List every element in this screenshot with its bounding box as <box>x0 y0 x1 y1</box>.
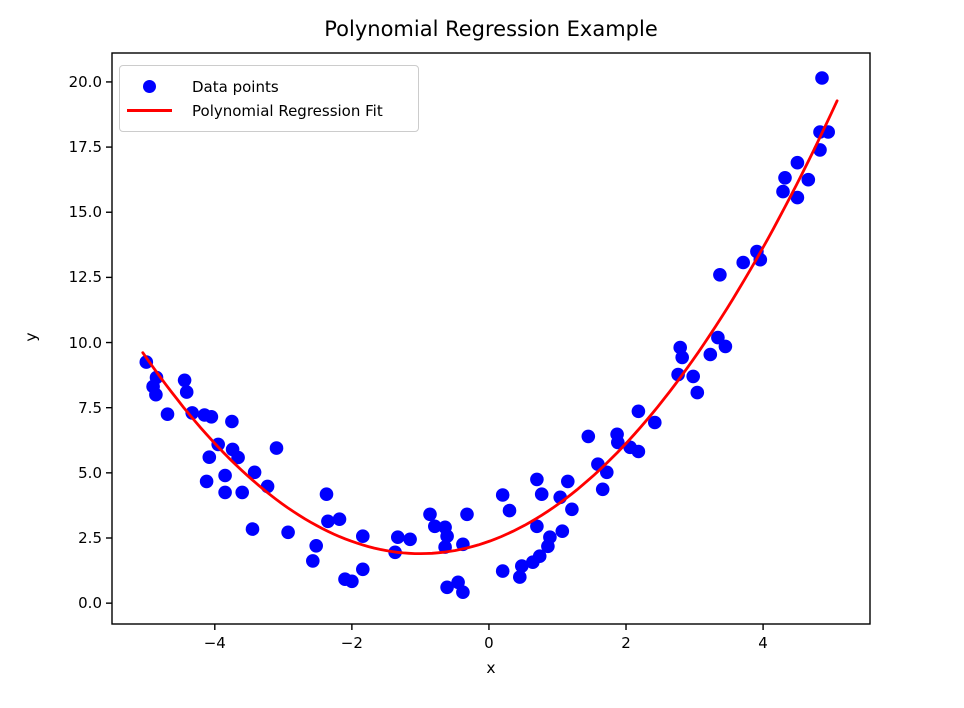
x-tick-label: −2 <box>340 634 363 652</box>
y-tick-label: 5.0 <box>78 463 102 482</box>
data-point <box>565 502 579 517</box>
data-point <box>321 514 335 529</box>
data-point <box>440 580 454 595</box>
data-point <box>648 415 662 430</box>
x-tick-label: 2 <box>621 634 631 652</box>
y-tick-label: 15.0 <box>68 203 102 222</box>
data-point <box>423 507 437 522</box>
data-point <box>801 172 816 187</box>
data-point <box>513 570 527 584</box>
y-tick-label: 0.0 <box>78 594 102 613</box>
data-point <box>309 539 324 553</box>
data-point <box>235 485 249 500</box>
data-point <box>530 519 544 534</box>
data-point <box>456 585 470 599</box>
regression-fit-line <box>141 99 839 555</box>
data-point <box>736 255 750 270</box>
data-point <box>440 529 454 543</box>
data-point <box>532 549 547 563</box>
y-tick-label: 12.5 <box>68 268 102 287</box>
data-point <box>555 524 570 538</box>
data-point <box>611 435 625 450</box>
data-point <box>530 472 544 487</box>
axes-spines <box>111 52 871 625</box>
x-axis-label: x <box>486 659 496 677</box>
data-point <box>231 450 245 465</box>
data-point <box>160 407 175 422</box>
data-point <box>428 519 442 534</box>
data-point <box>815 71 829 85</box>
legend-label-fit-line: Polynomial Regression Fit <box>192 101 383 120</box>
chart-title: Polynomial Regression Example <box>324 17 658 41</box>
legend-entry-fit-line: Polynomial Regression Fit <box>120 102 418 120</box>
data-point <box>281 525 295 540</box>
scatter-marker-icon <box>142 80 156 93</box>
data-point <box>332 512 347 526</box>
data-point <box>595 482 610 497</box>
data-point <box>502 503 517 518</box>
data-point <box>185 406 199 420</box>
x-tick-label: 0 <box>484 634 494 652</box>
y-tick-label: 2.5 <box>78 528 102 547</box>
data-point <box>247 465 262 480</box>
data-point <box>391 530 405 544</box>
y-tick-label: 17.5 <box>68 138 102 157</box>
data-point <box>515 559 529 573</box>
data-point <box>356 529 370 543</box>
data-point <box>356 562 370 577</box>
data-point <box>495 488 510 502</box>
data-point <box>177 373 192 388</box>
legend: Data points Polynomial Regression Fit <box>119 65 419 132</box>
y-tick-label: 20.0 <box>68 72 102 91</box>
data-point <box>790 190 805 205</box>
data-point <box>199 474 214 489</box>
data-point <box>149 387 163 402</box>
data-point <box>269 441 284 455</box>
data-point <box>631 444 646 459</box>
data-point <box>149 370 164 385</box>
data-point <box>534 487 549 502</box>
data-point <box>345 574 359 589</box>
legend-label-data-points: Data points <box>192 77 279 96</box>
data-point <box>306 554 320 568</box>
x-tick-label: 4 <box>758 634 768 652</box>
data-point <box>245 522 260 536</box>
data-point <box>218 485 232 500</box>
data-point <box>202 450 217 465</box>
data-point <box>204 410 219 424</box>
data-point <box>686 369 700 384</box>
data-point <box>675 350 689 365</box>
data-point <box>225 414 239 429</box>
data-point <box>211 437 225 452</box>
data-point <box>790 155 805 170</box>
data-point <box>631 404 646 419</box>
data-point <box>139 355 154 369</box>
legend-entry-data-points: Data points <box>120 78 418 96</box>
y-tick-label: 10.0 <box>68 333 102 352</box>
data-point <box>778 171 792 185</box>
data-point <box>460 507 474 522</box>
data-point <box>581 429 596 444</box>
data-point <box>690 385 705 400</box>
data-point <box>403 532 417 547</box>
data-point <box>718 339 733 354</box>
data-point <box>179 385 194 399</box>
data-point <box>218 468 232 483</box>
data-point <box>543 530 557 544</box>
data-point <box>776 184 790 199</box>
data-point <box>561 474 575 489</box>
y-tick-label: 7.5 <box>78 398 102 417</box>
x-tick-label: −4 <box>203 634 226 652</box>
line-marker-icon <box>126 109 172 112</box>
data-point <box>713 268 727 282</box>
data-point <box>495 564 510 578</box>
data-point <box>319 487 334 502</box>
data-point <box>703 347 718 362</box>
data-point <box>600 465 614 480</box>
